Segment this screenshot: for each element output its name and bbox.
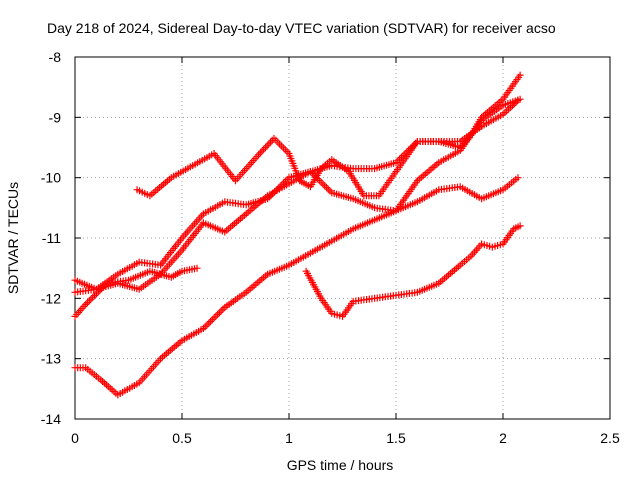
series-trace-1 [71, 168, 522, 293]
data-point [260, 145, 268, 153]
x-tick-label: 0.5 [172, 430, 192, 446]
data-point [203, 321, 211, 329]
series-trace-5 [71, 95, 524, 399]
data-point [85, 297, 93, 305]
data-point [219, 305, 227, 313]
data-point [262, 144, 269, 151]
data-point [267, 138, 275, 146]
data-point [87, 295, 95, 303]
data-point [208, 316, 216, 324]
data-point [317, 178, 325, 186]
tick-layer [74, 56, 611, 420]
data-point [263, 142, 271, 150]
data-point [215, 309, 223, 317]
data-point [324, 185, 332, 193]
data-point [319, 180, 327, 188]
x-tick-label: 0 [71, 430, 79, 446]
y-tick-label: -14 [41, 411, 61, 427]
x-tick-label: 1 [285, 430, 293, 446]
data-point [321, 182, 329, 190]
data-point [84, 299, 91, 307]
y-tick-label: -13 [41, 351, 61, 367]
y-tick-label: -12 [41, 290, 61, 306]
y-axis-label: SDTVAR / TECUs [5, 182, 21, 294]
data-point [214, 310, 222, 318]
y-tick-label: -9 [49, 109, 62, 125]
data-point [516, 95, 524, 103]
y-tick-label: -8 [49, 49, 62, 65]
data-point [212, 312, 220, 320]
data-point [207, 318, 214, 325]
series-trace-2 [71, 96, 522, 296]
y-tick-label: -11 [42, 230, 61, 246]
data-point [201, 323, 209, 331]
x-tick-label: 2 [499, 430, 507, 446]
data-point [210, 314, 218, 322]
series-trace-3 [71, 264, 201, 320]
data-point [91, 292, 99, 300]
series-trace-4 [133, 71, 524, 200]
data-point [98, 285, 106, 292]
data-point [89, 293, 97, 301]
chart-title: Day 218 of 2024, Sidereal Day-to-day VTE… [47, 20, 556, 36]
x-tick-label: 1.5 [386, 430, 406, 446]
data-point [516, 222, 524, 230]
data-point [217, 307, 225, 315]
y-tick-labels: -14 -13 -12 -11 -10 -9 -8 [41, 49, 61, 427]
x-axis-label: GPS time / hours [287, 457, 394, 473]
y-tick-label: -10 [41, 170, 61, 186]
x-tick-label: 2.5 [600, 430, 620, 446]
data-point [323, 184, 330, 191]
data-point [516, 71, 524, 79]
data-point [193, 264, 201, 272]
x-tick-labels: 0 0.5 1 1.5 2 2.5 [71, 430, 620, 446]
data-point [514, 174, 522, 182]
data-point [258, 147, 266, 155]
data-point [256, 149, 264, 157]
series-layer [71, 71, 524, 399]
data-point [205, 319, 213, 327]
series-trace-6 [302, 222, 524, 320]
data-point [265, 140, 273, 148]
